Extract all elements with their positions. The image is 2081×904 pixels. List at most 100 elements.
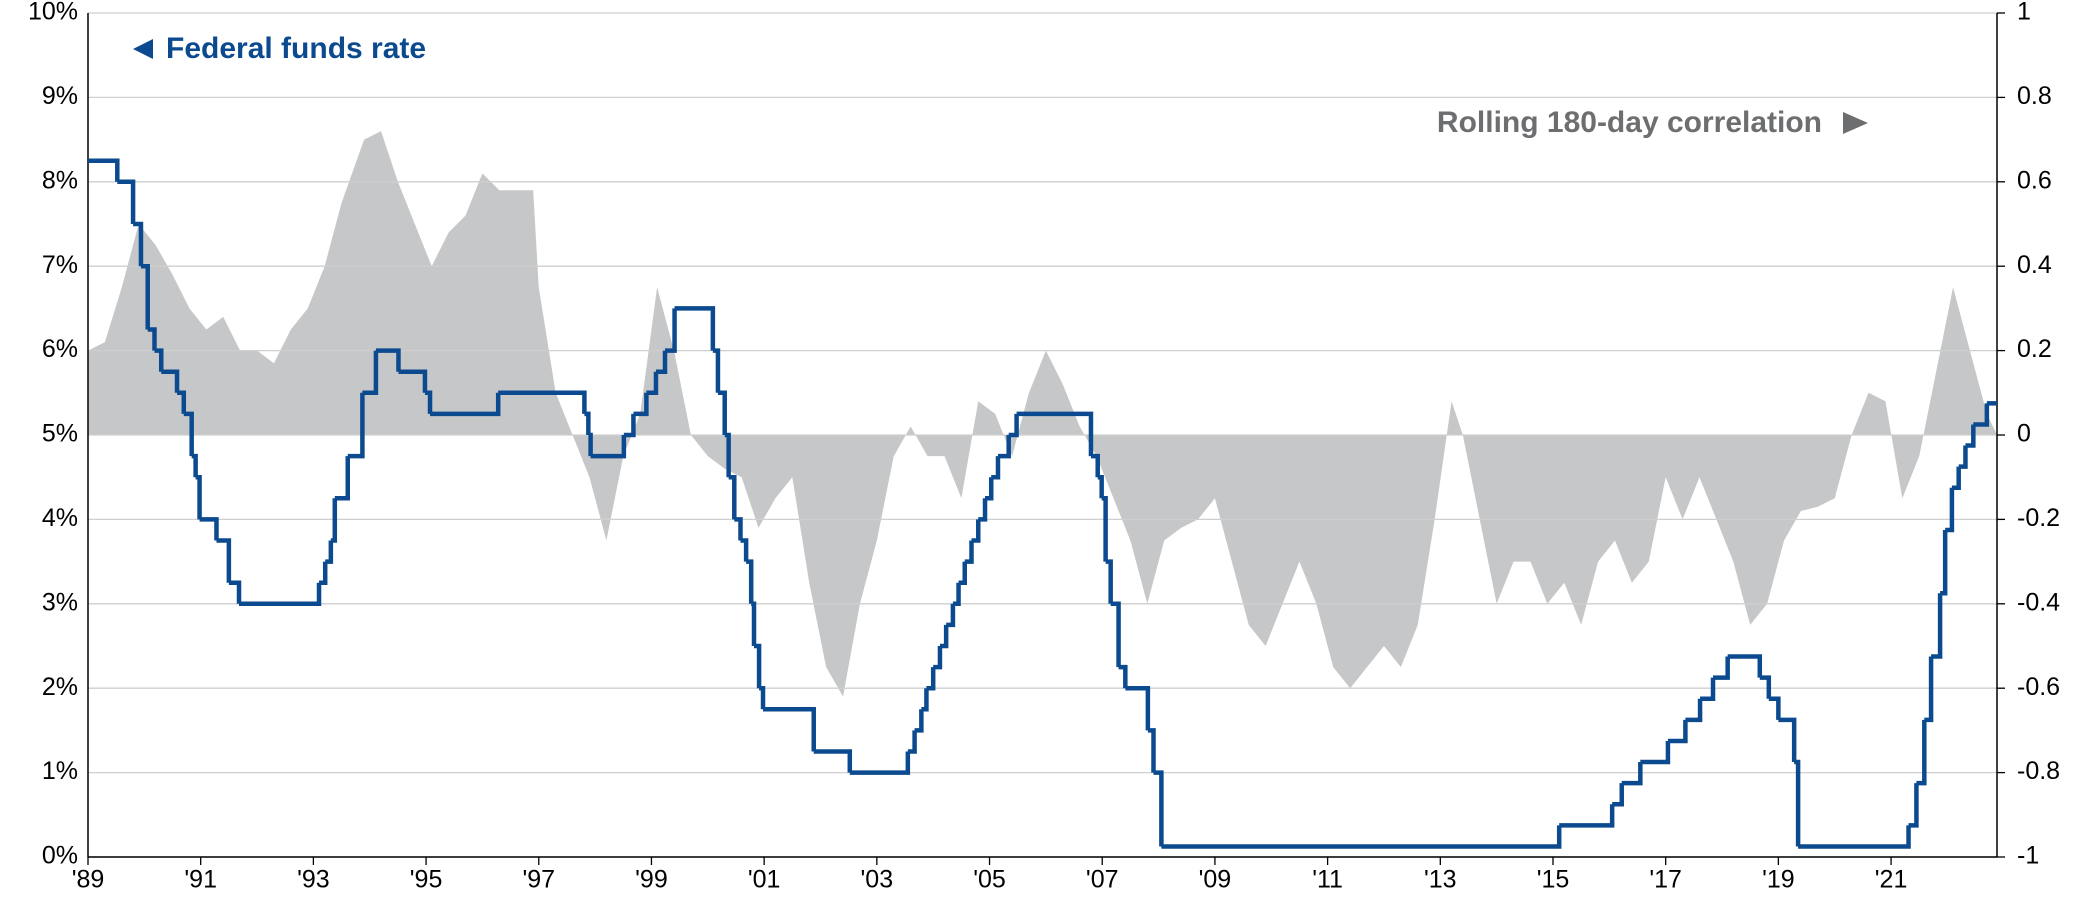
rate-step <box>1667 719 1688 744</box>
rate-step <box>1973 403 1990 427</box>
line-layer <box>88 158 1997 849</box>
rate-step <box>1951 466 1961 490</box>
x-tick-label: '09 <box>1199 866 1232 894</box>
rate-step <box>971 519 981 543</box>
rate-step <box>1916 719 1927 786</box>
rate-step <box>183 411 194 457</box>
y2-tick-label: -0.4 <box>2017 588 2060 616</box>
rate-step <box>964 540 974 564</box>
x-tick-label: '21 <box>1875 866 1908 894</box>
x-tick-label: '19 <box>1762 866 1795 894</box>
rate-step <box>759 685 766 710</box>
y-tick-label: 2% <box>42 673 78 701</box>
rate-step <box>430 392 501 417</box>
rate-step <box>623 413 636 438</box>
rate-step <box>239 582 322 607</box>
rate-step <box>1759 675 1772 699</box>
rate-step <box>1685 698 1703 723</box>
rate-step <box>133 221 144 267</box>
rate-step <box>1931 593 1943 659</box>
y-tick-label: 1% <box>42 757 78 785</box>
x-tick-label: '17 <box>1649 866 1682 894</box>
x-tick-label: '15 <box>1537 866 1570 894</box>
rate-step <box>907 730 917 754</box>
rate-step <box>1727 654 1763 678</box>
rate-step <box>154 348 164 372</box>
rate-step <box>734 517 743 541</box>
y-tick-label: 0% <box>42 842 78 870</box>
rate-step <box>746 559 754 604</box>
rate-step <box>1118 664 1128 689</box>
x-tick-label: '89 <box>72 866 105 894</box>
x-tick-label: '99 <box>635 866 668 894</box>
rate-step <box>958 561 967 585</box>
rate-step <box>712 348 721 393</box>
rate-step <box>1794 759 1801 847</box>
y2-tick-label: 0.2 <box>2017 335 2052 363</box>
y2-tick-label: -0.2 <box>2017 504 2060 532</box>
rate-step <box>674 306 716 351</box>
rate-step <box>1924 656 1934 723</box>
y-tick-label: 10% <box>28 0 78 26</box>
rate-step <box>991 456 1001 480</box>
rate-step <box>1016 411 1094 457</box>
rate-step <box>161 369 180 393</box>
y-tick-label: 6% <box>42 335 78 363</box>
y2-tick-label: -1 <box>2017 842 2039 870</box>
y-tick-label: 3% <box>42 588 78 616</box>
rate-step <box>1798 825 1911 849</box>
rate-step <box>334 456 351 501</box>
y-tick-label: 4% <box>42 504 78 532</box>
rate-step <box>1097 474 1104 499</box>
rate-step <box>664 308 677 353</box>
rate-step <box>1908 783 1919 828</box>
rate-step <box>1110 601 1121 668</box>
x-tick-label: '05 <box>973 866 1006 894</box>
rate-step <box>319 561 328 585</box>
rate-step <box>398 369 428 393</box>
rate-step <box>228 580 242 604</box>
rate-step <box>1008 413 1019 438</box>
rate-step <box>191 453 198 478</box>
rate-step <box>1090 453 1100 478</box>
rate-step <box>330 498 338 543</box>
y2-tick-label: 0.8 <box>2017 82 2052 110</box>
y-tick-label: 5% <box>42 420 78 448</box>
x-tick-label: '93 <box>297 866 330 894</box>
rate-step <box>1958 445 1968 469</box>
rate-step <box>933 646 943 670</box>
rate-step <box>978 498 988 522</box>
x-tick-label: '07 <box>1086 866 1119 894</box>
rate-step <box>754 643 762 689</box>
rate-step <box>177 390 187 414</box>
x-tick-label: '95 <box>410 866 443 894</box>
y2-tick-label: 0.4 <box>2017 251 2052 279</box>
rate-step <box>740 538 749 562</box>
rate-step <box>498 390 587 414</box>
legend-arrow-left <box>133 39 153 59</box>
x-tick-label: '11 <box>1312 866 1343 894</box>
rate-step <box>1945 487 1955 533</box>
rate-step <box>646 371 659 396</box>
rate-step <box>1161 825 1562 849</box>
y-tick-label: 8% <box>42 166 78 194</box>
rate-step <box>914 709 924 733</box>
rate-step <box>588 432 593 457</box>
rate-step <box>655 350 668 374</box>
x-tick-label: '01 <box>748 866 781 894</box>
rate-step <box>1101 496 1108 562</box>
rate-step <box>763 707 816 752</box>
x-tick-label: '13 <box>1424 866 1457 894</box>
rate-step <box>724 432 731 478</box>
rate-step <box>1768 696 1781 720</box>
rate-step <box>1105 559 1113 604</box>
rate-step <box>117 179 136 224</box>
rate-step <box>946 603 956 628</box>
rate-step <box>147 327 157 351</box>
rate-step <box>1778 717 1797 763</box>
rate-step <box>1125 685 1151 731</box>
rate-step <box>88 158 120 182</box>
rate-step <box>199 517 219 541</box>
